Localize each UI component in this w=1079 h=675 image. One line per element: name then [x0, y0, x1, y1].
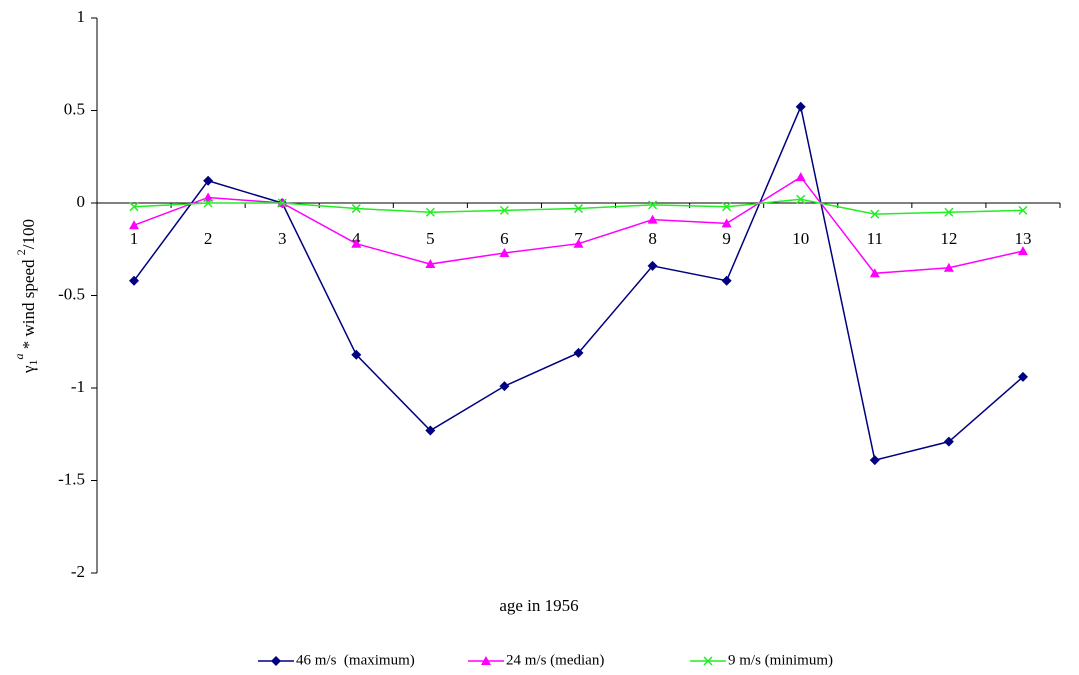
x-tick-label: 1 [130, 229, 139, 248]
x-tick-label: 9 [722, 229, 731, 248]
y-label-part: * wind speed [19, 255, 38, 353]
y-label-part: 1 [26, 359, 40, 365]
y-label-part: 2 [14, 249, 28, 255]
data-point [351, 238, 362, 248]
x-tick-label: 3 [278, 229, 287, 248]
data-point [795, 172, 806, 182]
data-point [796, 194, 806, 204]
legend-marker [271, 656, 281, 666]
x-tick-label: 12 [940, 229, 957, 248]
data-point [795, 101, 806, 112]
y-label-part: /100 [19, 219, 38, 249]
y-tick-label: -1.5 [58, 469, 85, 488]
data-point [203, 198, 213, 208]
data-point [943, 262, 954, 272]
y-tick-label: -1 [71, 377, 85, 396]
data-point [425, 207, 435, 217]
x-tick-label: 4 [352, 229, 361, 248]
data-point [425, 425, 436, 436]
data-point [647, 260, 658, 271]
y-axis-title: γ1a * wind speed 2/100 [12, 219, 40, 374]
data-point [647, 214, 658, 224]
data-point [721, 218, 732, 228]
data-point [129, 220, 140, 230]
y-tick-label: 0 [77, 192, 86, 211]
data-point [1018, 205, 1028, 215]
series-line [133, 176, 1024, 275]
data-point [870, 209, 880, 219]
x-tick-label: 2 [204, 229, 213, 248]
y-tick-label: -0.5 [58, 284, 85, 303]
legend-label: 24 m/s (median) [506, 652, 604, 668]
data-point [573, 347, 584, 358]
y-tick-label: -2 [71, 562, 85, 581]
x-axis-title: age in 1956 [499, 596, 578, 615]
x-tick-label: 10 [792, 229, 809, 248]
y-tick-label: 1 [77, 7, 86, 26]
x-tick-label: 6 [500, 229, 509, 248]
y-label-part: a [12, 353, 26, 359]
legend-marker [481, 656, 491, 665]
data-point [351, 204, 361, 214]
data-point [869, 455, 880, 466]
x-tick-label: 11 [867, 229, 883, 248]
data-point [499, 381, 510, 392]
data-point [573, 238, 584, 248]
data-point [129, 275, 140, 286]
data-point [203, 175, 214, 186]
data-point [721, 275, 732, 286]
data-point [351, 349, 362, 360]
data-point [203, 192, 214, 202]
x-tick-label: 7 [574, 229, 583, 248]
data-point [277, 198, 287, 208]
data-point [722, 202, 732, 212]
data-point [129, 202, 139, 212]
legend-marker [703, 656, 713, 666]
data-point [425, 259, 436, 269]
legend-label: 9 m/s (minimum) [728, 652, 833, 668]
data-point [943, 436, 954, 447]
y-tick-label: 0.5 [64, 99, 85, 118]
legend-label: 46 m/s (maximum) [296, 652, 415, 668]
data-point [869, 268, 880, 278]
data-point [573, 204, 584, 214]
data-point [944, 207, 954, 217]
data-point [499, 205, 509, 215]
series-line [133, 104, 1024, 462]
x-tick-label: 13 [1014, 229, 1031, 248]
x-tick-label: 5 [426, 229, 435, 248]
data-point [1017, 371, 1028, 382]
data-point [499, 247, 510, 257]
x-tick-label: 8 [648, 229, 657, 248]
data-point [648, 200, 658, 210]
data-point [1017, 246, 1028, 256]
y-label-part: γ [19, 365, 38, 374]
